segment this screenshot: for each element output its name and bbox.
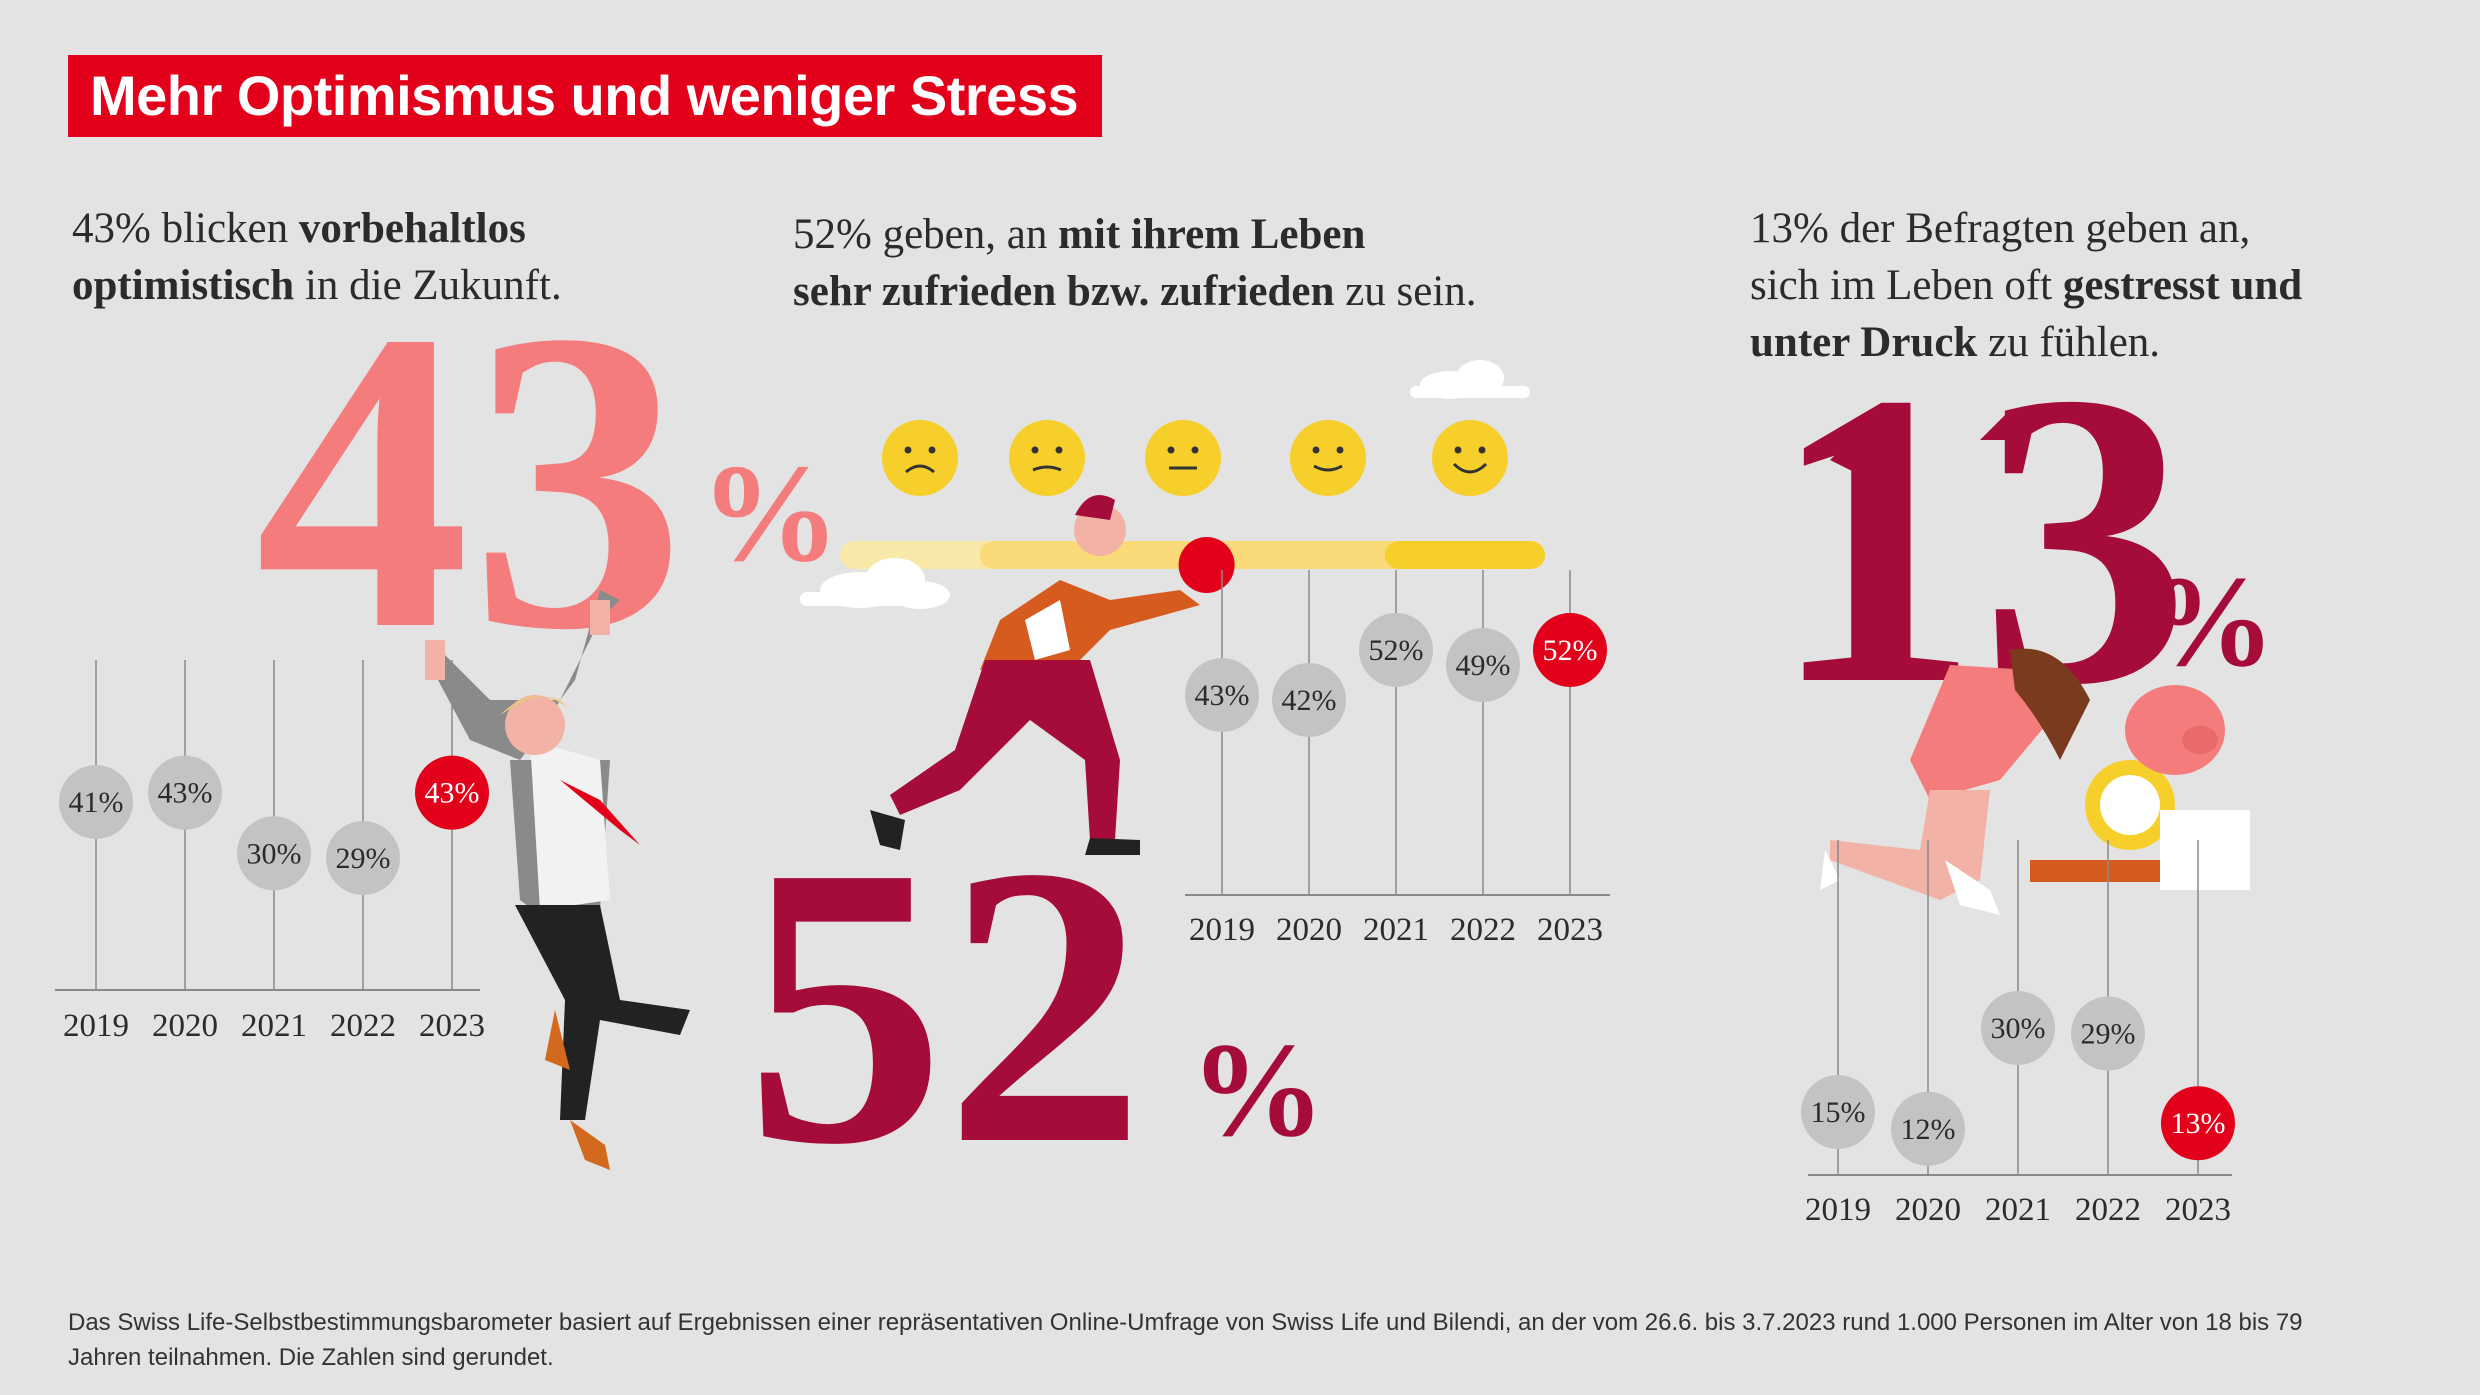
data-point-2023 bbox=[415, 755, 489, 830]
year-label-2019: 2019 bbox=[1189, 912, 1255, 948]
data-point-2021 bbox=[1359, 613, 1433, 687]
very-sad-face-icon bbox=[882, 420, 958, 496]
data-label-2022: 29% bbox=[336, 842, 391, 875]
data-point-2021 bbox=[1981, 991, 2055, 1065]
jumping-man-illustration bbox=[425, 590, 690, 1170]
data-label-2022: 49% bbox=[1456, 649, 1511, 682]
year-label-2022: 2022 bbox=[330, 1008, 396, 1044]
intro-optimism: 43% blicken vorbehaltlos optimistisch in… bbox=[72, 205, 562, 309]
trend-chart-2: 43% 2019 42% 2020 52% 2021 49% 2022 52% 2023 bbox=[1185, 570, 1610, 948]
big-percent-satisfaction: % bbox=[1190, 1016, 1325, 1165]
data-label-2019: 15% bbox=[1811, 1096, 1866, 1129]
year-label-2019: 2019 bbox=[1805, 1192, 1871, 1228]
data-label-2021: 30% bbox=[1991, 1012, 2046, 1045]
satisfaction-scale bbox=[840, 420, 1545, 593]
neutral-face-icon bbox=[1145, 420, 1221, 496]
data-point-2022 bbox=[2071, 996, 2145, 1071]
cloud-left-icon bbox=[800, 558, 950, 609]
happy-face-icon bbox=[1432, 420, 1508, 496]
scale-marker bbox=[1178, 537, 1235, 593]
running-man-illustration bbox=[870, 495, 1200, 855]
data-label-2019: 43% bbox=[1195, 679, 1250, 712]
year-label-2019: 2019 bbox=[63, 1008, 129, 1044]
big-percent-stress: % bbox=[2145, 550, 2275, 694]
data-point-2019 bbox=[59, 765, 133, 839]
data-point-2019 bbox=[1801, 1075, 1875, 1149]
year-label-2023: 2023 bbox=[419, 1008, 485, 1044]
data-label-2022: 29% bbox=[2081, 1018, 2136, 1051]
data-point-2022 bbox=[326, 821, 400, 895]
content-face-icon bbox=[1290, 420, 1366, 496]
big-percent-optimism: % bbox=[700, 436, 840, 591]
data-point-2022 bbox=[1446, 628, 1520, 702]
folder-stack-icon bbox=[2030, 860, 2180, 882]
scale-track-end bbox=[1385, 541, 1545, 569]
year-label-2021: 2021 bbox=[1363, 912, 1429, 948]
data-point-2020 bbox=[1272, 663, 1346, 737]
big-number-satisfaction: 52 bbox=[745, 784, 1145, 1227]
data-label-2023: 13% bbox=[2171, 1107, 2226, 1140]
year-label-2021: 2021 bbox=[241, 1008, 307, 1044]
data-label-2023: 43% bbox=[425, 777, 480, 810]
data-point-2023 bbox=[1533, 613, 1607, 687]
data-label-2021: 52% bbox=[1369, 634, 1424, 667]
data-label-2019: 41% bbox=[69, 786, 124, 819]
footnote: Das Swiss Life-Selbstbestimmungsbaromete… bbox=[68, 1309, 2303, 1371]
year-label-2023: 2023 bbox=[1537, 912, 1603, 948]
year-label-2020: 2020 bbox=[1895, 1192, 1961, 1228]
intro-stress: 13% der Befragten geben an, sich im Lebe… bbox=[1750, 205, 2303, 366]
trend-chart-1: 41% 2019 43% 2020 30% 2021 29% 2022 43% 2023 bbox=[55, 660, 489, 1044]
big-number-optimism: 43 bbox=[255, 243, 685, 719]
intro-satisfaction: 52% geben, an mit ihrem Leben sehr zufri… bbox=[793, 211, 1477, 315]
trend-chart-3: 15% 2019 12% 2020 30% 2021 29% 2022 13% 2023 bbox=[1801, 840, 2235, 1228]
cloud-right-icon bbox=[1410, 360, 1530, 399]
data-point-2019 bbox=[1185, 658, 1259, 732]
year-label-2022: 2022 bbox=[1450, 912, 1516, 948]
data-label-2020: 42% bbox=[1282, 684, 1337, 717]
data-label-2023: 52% bbox=[1543, 634, 1598, 667]
sad-face-icon bbox=[1009, 420, 1085, 496]
page-title: Mehr Optimismus und weniger Stress bbox=[68, 55, 1102, 137]
stressed-woman-illustration bbox=[1820, 410, 2250, 915]
data-point-2021 bbox=[237, 816, 311, 891]
data-label-2020: 43% bbox=[158, 777, 213, 810]
data-point-2020 bbox=[148, 755, 222, 830]
year-label-2023: 2023 bbox=[2165, 1192, 2231, 1228]
data-point-2023 bbox=[2161, 1086, 2235, 1161]
data-label-2020: 12% bbox=[1901, 1113, 1956, 1146]
year-label-2021: 2021 bbox=[1985, 1192, 2051, 1228]
data-label-2021: 30% bbox=[247, 837, 302, 870]
year-label-2022: 2022 bbox=[2075, 1192, 2141, 1228]
data-point-2020 bbox=[1891, 1091, 1965, 1166]
year-label-2020: 2020 bbox=[152, 1008, 218, 1044]
year-label-2020: 2020 bbox=[1276, 912, 1342, 948]
